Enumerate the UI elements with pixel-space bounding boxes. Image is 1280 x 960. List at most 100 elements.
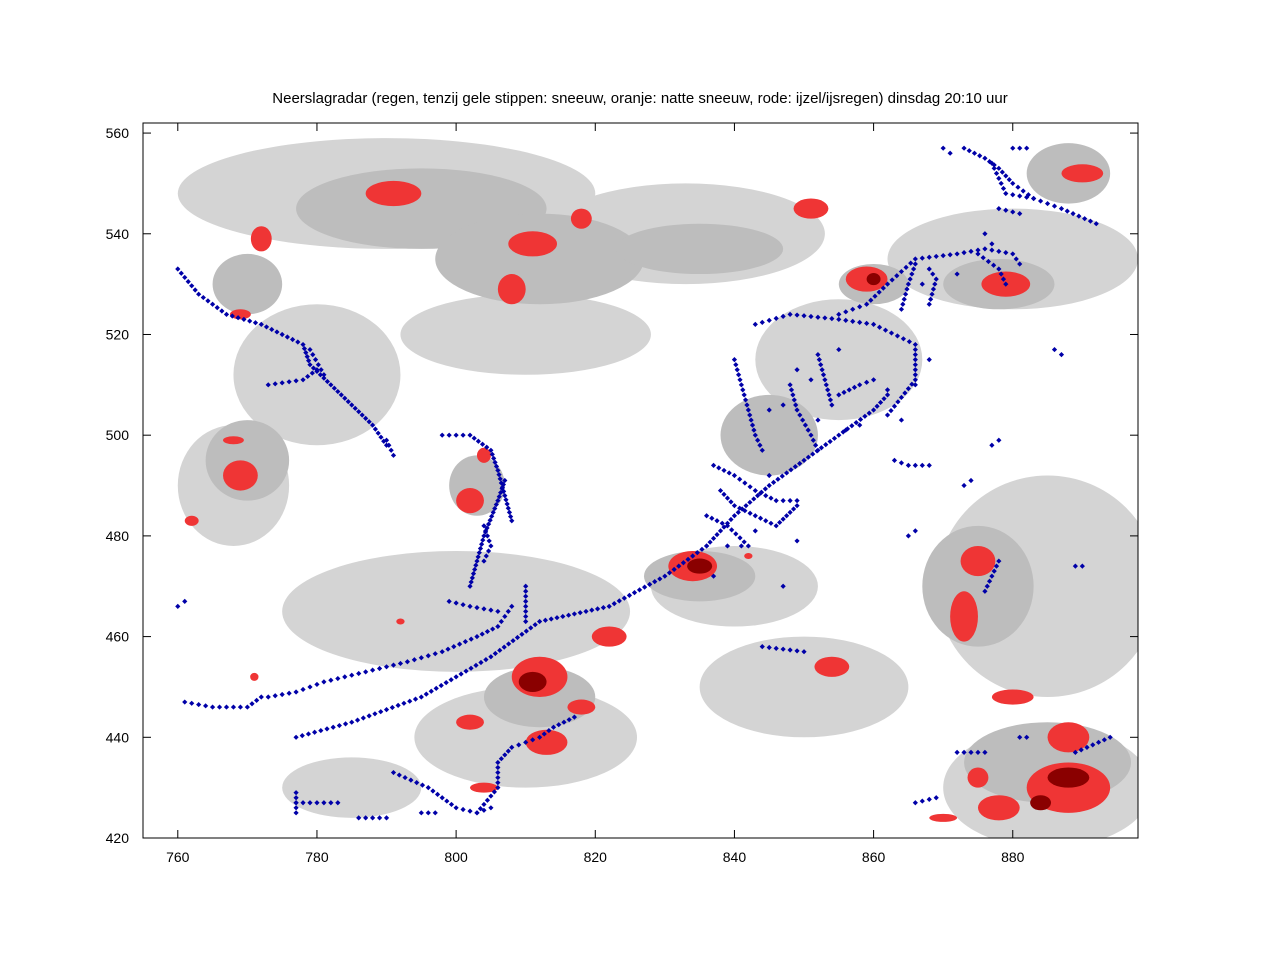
precip-type-marker-670 <box>1095 739 1102 745</box>
precip-type-marker-549 <box>993 170 1000 176</box>
precip-type-marker-665 <box>1051 346 1058 353</box>
precip-type-marker-17 <box>252 320 259 326</box>
precip-type-marker-16 <box>247 318 253 324</box>
precip-type-marker-672 <box>1107 734 1113 740</box>
precip-type-marker-253 <box>469 575 475 581</box>
precip-type-marker-393 <box>802 422 809 428</box>
precip-type-marker-621 <box>356 815 362 821</box>
precip-type-marker-119 <box>532 622 538 628</box>
precip-type-marker-571 <box>414 780 420 786</box>
precip-type-marker-355 <box>794 503 800 509</box>
precip-type-marker-200 <box>196 701 202 708</box>
precip-type-marker-458 <box>843 309 849 315</box>
precip-type-marker-26 <box>300 341 306 348</box>
precip-type-marker-69 <box>314 367 320 373</box>
heavy-precip-region-18 <box>567 699 596 715</box>
precip-type-marker-659 <box>986 578 993 584</box>
precip-type-marker-321 <box>710 462 717 468</box>
precip-type-marker-106 <box>473 662 479 668</box>
precip-type-marker-243 <box>479 631 485 637</box>
precip-type-marker-145 <box>671 566 677 573</box>
precip-type-marker-432 <box>912 341 918 348</box>
precip-type-marker-169 <box>766 482 772 489</box>
precip-type-marker-677 <box>982 749 988 756</box>
precip-type-marker-601 <box>537 734 543 740</box>
heavy-precip-region-8 <box>1061 164 1104 183</box>
precip-type-marker-316 <box>488 543 494 549</box>
precip-type-marker-337 <box>717 487 724 494</box>
precip-type-marker-371 <box>738 382 744 388</box>
precip-type-marker-332 <box>768 495 774 501</box>
precip-type-marker-25 <box>295 339 301 345</box>
precip-type-marker-592 <box>495 764 501 771</box>
precip-type-marker-286 <box>484 444 490 450</box>
precip-type-marker-703 <box>954 271 960 277</box>
precip-type-marker-630 <box>481 807 487 813</box>
precip-type-marker-141 <box>652 579 658 585</box>
precip-type-marker-433 <box>906 339 912 345</box>
precip-type-marker-537 <box>1037 198 1044 204</box>
precip-type-marker-423 <box>905 386 911 392</box>
precip-type-marker-529 <box>999 169 1005 175</box>
precip-type-marker-246 <box>495 623 501 630</box>
precip-type-marker-473 <box>919 255 925 261</box>
extreme-precip-region-2 <box>1047 767 1090 788</box>
precip-type-marker-14 <box>235 315 241 321</box>
precip-type-marker-574 <box>430 788 436 794</box>
precip-type-marker-132 <box>606 603 612 609</box>
heavy-precip-region-2 <box>508 231 558 257</box>
precip-type-marker-238 <box>451 644 457 650</box>
precip-type-marker-32 <box>310 365 317 371</box>
precip-type-marker-89 <box>383 707 390 713</box>
precip-type-marker-409 <box>829 402 835 408</box>
precip-type-marker-56 <box>310 352 316 358</box>
precip-type-marker-42 <box>345 399 351 405</box>
precip-type-marker-675 <box>968 749 974 756</box>
precip-type-marker-486 <box>1010 251 1016 257</box>
precip-type-marker-263 <box>481 533 487 539</box>
precip-type-marker-623 <box>370 815 376 821</box>
heavy-precip-region-21 <box>814 656 850 677</box>
precip-type-marker-467 <box>889 277 895 283</box>
precip-type-marker-642 <box>759 644 765 650</box>
precip-type-marker-142 <box>657 576 663 582</box>
precip-type-marker-652 <box>933 795 939 801</box>
precip-type-marker-136 <box>626 592 633 598</box>
precip-type-marker-352 <box>784 513 790 519</box>
precip-type-marker-593 <box>495 759 501 766</box>
precip-type-marker-361 <box>729 527 735 533</box>
precip-type-marker-581 <box>467 808 473 814</box>
precip-type-marker-235 <box>432 651 438 657</box>
precip-type-marker-115 <box>514 634 521 641</box>
precip-type-marker-388 <box>791 397 797 403</box>
precip-type-marker-39 <box>335 388 341 395</box>
precip-type-marker-114 <box>510 638 516 644</box>
precip-type-marker-415 <box>864 379 870 385</box>
precip-type-marker-502 <box>930 286 937 292</box>
heavy-precip-region-9 <box>229 309 251 320</box>
precip-type-marker-291 <box>493 463 500 470</box>
precip-type-marker-449 <box>801 313 807 319</box>
precip-type-marker-578 <box>448 801 455 808</box>
precip-type-marker-523 <box>971 150 978 156</box>
precip-type-marker-173 <box>784 470 790 476</box>
precip-type-marker-681 <box>968 477 974 484</box>
precip-type-marker-464 <box>876 289 882 295</box>
heavy-precip-region-33 <box>744 553 753 560</box>
precip-type-marker-109 <box>488 654 494 660</box>
precip-type-marker-131 <box>600 605 606 611</box>
precip-type-marker-45 <box>356 409 362 415</box>
precip-type-marker-584 <box>481 801 487 808</box>
precip-type-marker-335 <box>787 498 793 504</box>
precip-type-marker-503 <box>932 281 938 287</box>
precip-type-marker-669 <box>1090 742 1096 748</box>
precip-type-marker-579 <box>453 805 459 811</box>
precip-type-marker-428 <box>912 362 918 368</box>
medium-precip-region-8 <box>720 394 818 476</box>
precip-type-marker-155 <box>714 532 720 538</box>
precip-type-marker-671 <box>1101 737 1107 743</box>
precip-type-marker-227 <box>376 665 383 672</box>
precip-type-marker-543 <box>1076 213 1082 219</box>
precip-type-marker-251 <box>467 583 473 589</box>
precip-type-marker-10 <box>214 305 220 311</box>
